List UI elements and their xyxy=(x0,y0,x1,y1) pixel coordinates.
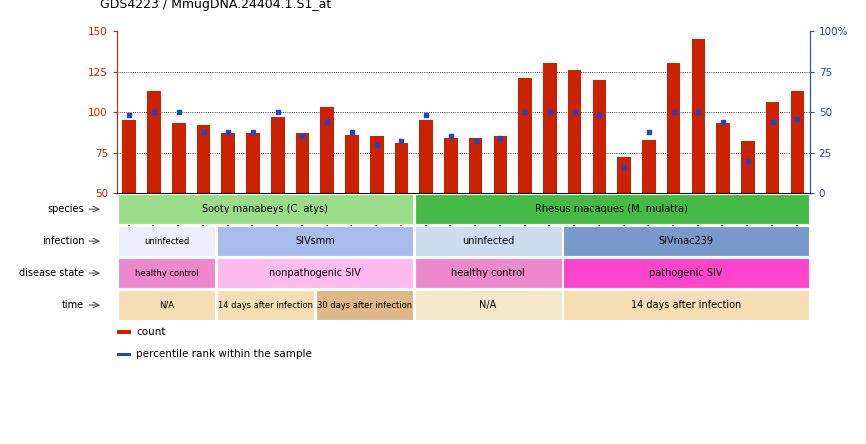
Bar xyxy=(543,63,557,193)
Text: 14 days after infection: 14 days after infection xyxy=(218,301,313,309)
Bar xyxy=(147,91,161,193)
Point xyxy=(171,109,185,116)
Text: infection: infection xyxy=(42,236,84,246)
Bar xyxy=(197,125,210,193)
Bar xyxy=(415,258,561,288)
Point xyxy=(295,133,309,140)
Point xyxy=(716,118,730,125)
Text: N/A: N/A xyxy=(480,300,497,310)
Bar xyxy=(444,138,458,193)
Bar xyxy=(563,290,809,320)
Bar xyxy=(568,70,581,193)
Bar xyxy=(246,133,260,193)
Text: 30 days after infection: 30 days after infection xyxy=(317,301,412,309)
Text: SIVsmm: SIVsmm xyxy=(295,236,335,246)
Text: healthy control: healthy control xyxy=(451,268,525,278)
Bar xyxy=(415,290,561,320)
Point xyxy=(691,109,705,116)
Bar xyxy=(494,136,507,193)
Point xyxy=(667,109,681,116)
Bar xyxy=(563,226,809,256)
Bar xyxy=(766,103,779,193)
Bar xyxy=(667,63,681,193)
Bar xyxy=(172,123,185,193)
Bar xyxy=(563,258,809,288)
Text: uninfected: uninfected xyxy=(462,236,514,246)
Bar xyxy=(118,194,413,224)
Text: disease state: disease state xyxy=(19,268,84,278)
Bar xyxy=(118,258,215,288)
Bar xyxy=(222,133,235,193)
Point xyxy=(320,118,334,125)
Bar xyxy=(395,143,408,193)
Bar xyxy=(692,39,705,193)
Text: Sooty manabeys (C. atys): Sooty manabeys (C. atys) xyxy=(203,204,328,214)
Text: time: time xyxy=(62,300,84,310)
Bar xyxy=(642,140,656,193)
Bar xyxy=(741,141,754,193)
Bar xyxy=(415,226,561,256)
Bar xyxy=(118,226,215,256)
Point xyxy=(147,109,161,116)
Text: pathogenic SIV: pathogenic SIV xyxy=(650,268,723,278)
Text: species: species xyxy=(48,204,84,214)
Point xyxy=(568,109,582,116)
Bar xyxy=(519,78,532,193)
Bar xyxy=(415,194,809,224)
Text: count: count xyxy=(137,327,166,337)
Point xyxy=(741,157,755,164)
Point xyxy=(395,138,409,145)
Bar xyxy=(315,290,413,320)
Bar xyxy=(419,120,433,193)
Bar xyxy=(592,80,606,193)
Bar xyxy=(216,290,314,320)
Text: percentile rank within the sample: percentile rank within the sample xyxy=(137,349,313,359)
Point xyxy=(271,109,285,116)
Point xyxy=(419,112,433,119)
Point xyxy=(766,118,779,125)
Point xyxy=(197,128,210,135)
Bar xyxy=(216,226,413,256)
Point xyxy=(122,112,136,119)
Point xyxy=(370,141,384,148)
Text: nonpathogenic SIV: nonpathogenic SIV xyxy=(269,268,361,278)
Bar xyxy=(617,158,631,193)
Point xyxy=(592,112,606,119)
Bar xyxy=(117,353,132,356)
Text: uninfected: uninfected xyxy=(144,237,189,246)
Bar xyxy=(295,133,309,193)
Point xyxy=(222,128,236,135)
Point xyxy=(469,138,482,145)
Point xyxy=(543,109,557,116)
Bar xyxy=(118,290,215,320)
Bar xyxy=(122,120,136,193)
Bar xyxy=(320,107,334,193)
Bar xyxy=(271,117,285,193)
Point xyxy=(444,133,458,140)
Bar xyxy=(346,135,359,193)
Bar xyxy=(370,136,384,193)
Text: healthy control: healthy control xyxy=(134,269,198,278)
Point xyxy=(791,115,805,122)
Text: N/A: N/A xyxy=(158,301,174,309)
Point xyxy=(246,128,260,135)
Bar xyxy=(216,258,413,288)
Bar xyxy=(716,123,730,193)
Point xyxy=(345,128,359,135)
Point xyxy=(642,128,656,135)
Bar xyxy=(469,138,482,193)
Point xyxy=(494,135,507,142)
Text: 14 days after infection: 14 days after infection xyxy=(630,300,741,310)
Bar xyxy=(791,91,805,193)
Text: Rhesus macaques (M. mulatta): Rhesus macaques (M. mulatta) xyxy=(535,204,688,214)
Point xyxy=(617,164,631,171)
Text: SIVmac239: SIVmac239 xyxy=(658,236,714,246)
Bar xyxy=(117,330,132,334)
Text: GDS4223 / MmugDNA.24404.1.S1_at: GDS4223 / MmugDNA.24404.1.S1_at xyxy=(100,0,331,11)
Point xyxy=(518,109,532,116)
